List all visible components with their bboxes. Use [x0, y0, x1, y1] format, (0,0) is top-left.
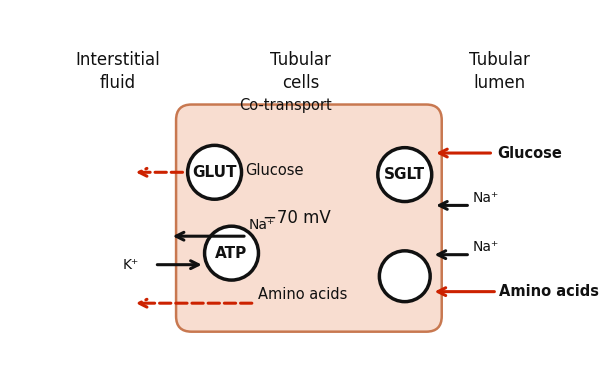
Text: SGLT: SGLT: [384, 167, 426, 182]
Text: −70 mV: −70 mV: [263, 210, 331, 227]
Text: Tubular
lumen: Tubular lumen: [469, 51, 530, 92]
Circle shape: [204, 226, 258, 280]
Text: Na⁺: Na⁺: [472, 240, 499, 254]
Text: Tubular
cells: Tubular cells: [271, 51, 331, 92]
Text: ATP: ATP: [215, 246, 247, 261]
Circle shape: [188, 146, 241, 199]
Text: Glucose: Glucose: [497, 146, 562, 161]
Text: Na⁺: Na⁺: [472, 191, 499, 205]
Text: Amino acids: Amino acids: [258, 287, 348, 302]
Circle shape: [378, 148, 432, 202]
Text: Glucose: Glucose: [246, 163, 304, 178]
Text: K⁺: K⁺: [123, 258, 139, 272]
Text: Co-transport: Co-transport: [239, 98, 332, 113]
Circle shape: [379, 251, 430, 302]
Text: Amino acids: Amino acids: [500, 284, 599, 299]
FancyBboxPatch shape: [176, 104, 442, 332]
Text: Interstitial
fluid: Interstitial fluid: [75, 51, 160, 92]
Text: GLUT: GLUT: [192, 165, 237, 180]
Text: Na⁺: Na⁺: [249, 218, 275, 231]
